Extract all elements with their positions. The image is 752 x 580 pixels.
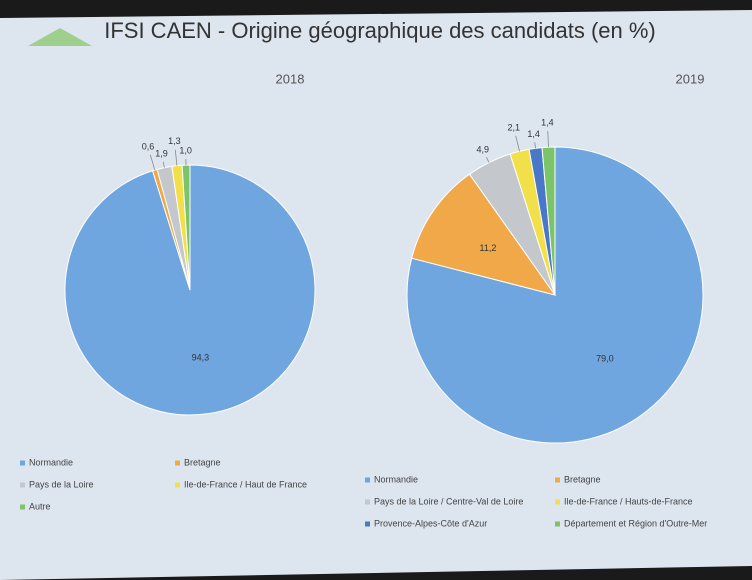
legend-swatch [20, 483, 25, 488]
data-label: 1,4 [541, 118, 554, 128]
legend-swatch [555, 478, 560, 483]
legend-swatch [20, 461, 25, 466]
legend-entry: Ile-de-France / Hauts-de-France [564, 496, 693, 506]
page: {"title": "IFSI CAEN - Origine géographi… [0, 0, 752, 580]
data-label: 0,6 [142, 141, 155, 151]
legend-swatch [555, 522, 560, 527]
pie-title: 2018 [276, 71, 305, 86]
data-label: 2,1 [508, 122, 521, 132]
legend-entry: Département et Région d'Outre-Mer [564, 518, 707, 528]
legend-entry: Pays de la Loire [29, 479, 94, 489]
legend-entry: Ile-de-France / Haut de France [184, 479, 307, 489]
legend-entry: Provence-Alpes-Côte d'Azur [374, 518, 487, 528]
legend-swatch [175, 461, 180, 466]
legend-entry: Autre [29, 501, 51, 511]
data-label: 1,4 [527, 129, 540, 139]
legend-swatch [20, 505, 25, 510]
legend-entry: Normandie [29, 457, 73, 467]
data-label: 1,0 [179, 145, 192, 155]
slide-title: IFSI CAEN - Origine géographique des can… [104, 18, 656, 43]
data-label: 79,0 [596, 354, 614, 364]
pie-title: 2019 [676, 71, 705, 86]
legend-swatch [175, 483, 180, 488]
legend-swatch [555, 500, 560, 505]
data-label: 11,2 [480, 243, 497, 253]
legend-entry: Normandie [374, 474, 418, 484]
legend-swatch [365, 522, 370, 527]
legend-swatch [365, 478, 370, 483]
legend-swatch [365, 500, 370, 505]
data-label: 1,9 [155, 148, 168, 158]
data-label: 4,9 [477, 144, 490, 154]
data-label: 94,3 [192, 352, 210, 362]
legend-entry: Bretagne [564, 474, 601, 484]
legend-entry: Pays de la Loire / Centre-Val de Loire [374, 496, 523, 506]
slide: IFSI CAEN - Origine géographique des can… [0, 0, 752, 580]
legend-entry: Bretagne [184, 457, 221, 467]
